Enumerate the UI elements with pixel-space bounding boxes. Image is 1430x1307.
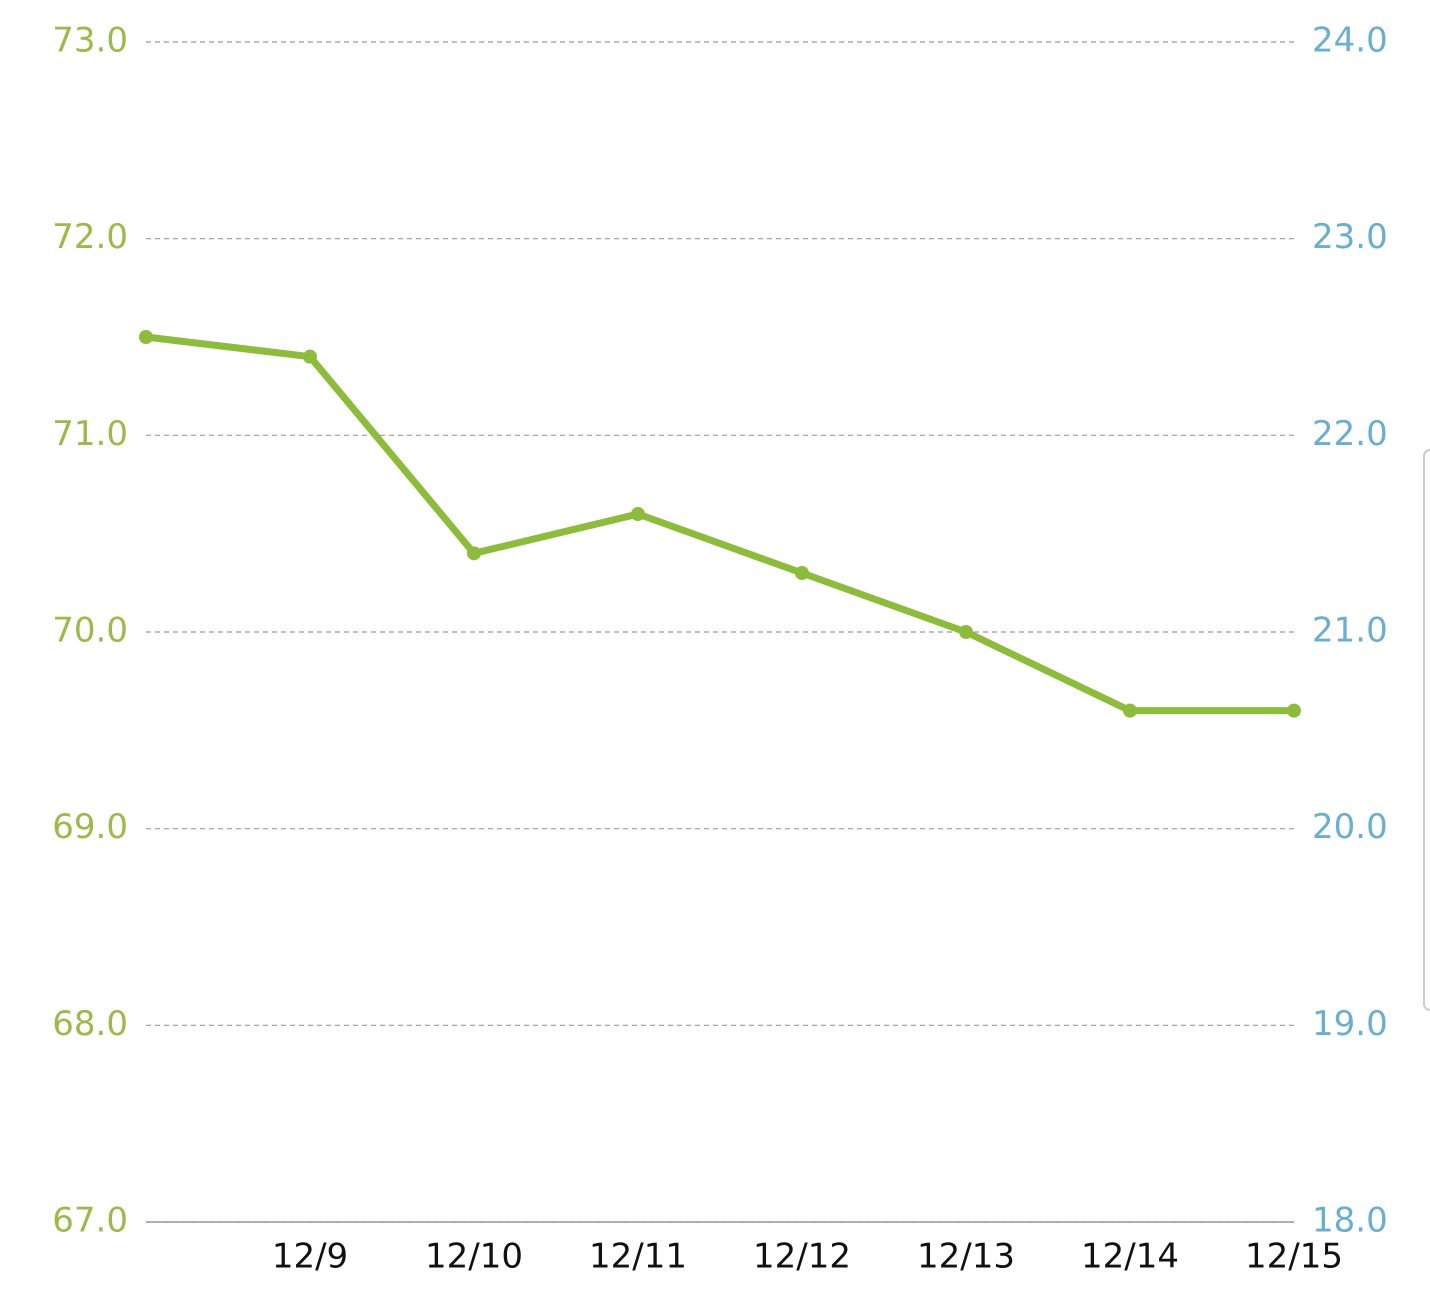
x-tick-label: 12/13: [917, 1237, 1015, 1277]
y2-tick-label: 22.0: [1312, 414, 1388, 454]
y2-tick-label: 24.0: [1312, 21, 1388, 61]
y2-tick-label: 20.0: [1312, 807, 1388, 847]
x-tick-label: 12/10: [425, 1237, 523, 1277]
x-tick-label: 12/9: [272, 1237, 348, 1277]
y2-tick-label: 18.0: [1312, 1201, 1388, 1241]
y-tick-label: 69.0: [52, 807, 128, 847]
point: [959, 625, 973, 639]
scroll-handle: [1423, 449, 1430, 1011]
y2-tick-label: 21.0: [1312, 611, 1388, 651]
y-tick-label: 67.0: [52, 1201, 128, 1241]
y-tick-label: 70.0: [52, 611, 128, 651]
point: [631, 507, 645, 521]
y-tick-label: 72.0: [52, 217, 128, 257]
point: [139, 330, 153, 344]
point: [1287, 703, 1301, 718]
point: [795, 566, 809, 580]
y-tick-label: 73.0: [52, 21, 128, 61]
x-tick-label: 12/11: [589, 1237, 687, 1277]
y-tick-label: 71.0: [52, 414, 128, 454]
y-tick-label: 68.0: [52, 1004, 128, 1044]
x-tick-label: 12/15: [1245, 1237, 1343, 1277]
x-tick-label: 12/14: [1081, 1237, 1179, 1277]
y2-tick-label: 19.0: [1312, 1004, 1388, 1044]
line: [145, 333, 1294, 715]
point: [1123, 703, 1137, 718]
point: [467, 546, 481, 561]
y2-tick-label: 23.0: [1312, 217, 1388, 257]
point: [303, 349, 317, 364]
x-tick-label: 12/12: [753, 1237, 851, 1277]
